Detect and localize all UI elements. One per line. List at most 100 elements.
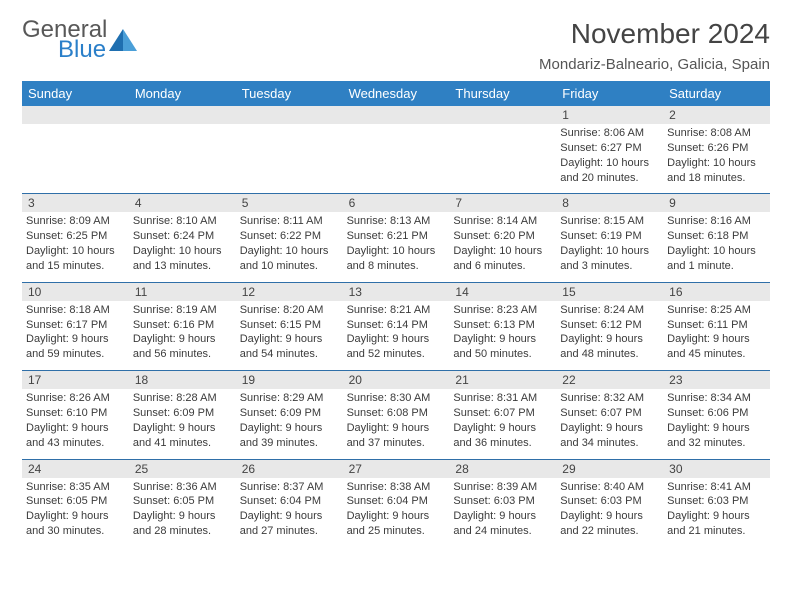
day-line: and 21 minutes.	[667, 524, 766, 539]
logo-triangle-icon	[109, 29, 137, 51]
day-number: 8	[556, 194, 663, 212]
day-number-row: 10111213141516	[22, 283, 770, 301]
day-line: Sunset: 6:25 PM	[26, 229, 125, 244]
day-cell: Sunrise: 8:06 AMSunset: 6:27 PMDaylight:…	[556, 124, 663, 193]
day-line: Sunset: 6:12 PM	[560, 318, 659, 333]
day-line: Sunset: 6:03 PM	[453, 494, 552, 509]
day-line: and 56 minutes.	[133, 347, 232, 362]
day-number: 3	[22, 194, 129, 212]
header: General Blue November 2024 Mondariz-Baln…	[22, 18, 770, 73]
day-line: Daylight: 9 hours	[667, 509, 766, 524]
day-number: 27	[343, 460, 450, 478]
day-number	[343, 106, 450, 124]
day-line: Sunset: 6:17 PM	[26, 318, 125, 333]
day-number-row: 12	[22, 106, 770, 124]
page-title: November 2024	[539, 18, 770, 50]
day-cell: Sunrise: 8:34 AMSunset: 6:06 PMDaylight:…	[663, 389, 770, 458]
day-cell: Sunrise: 8:15 AMSunset: 6:19 PMDaylight:…	[556, 212, 663, 281]
day-number	[236, 106, 343, 124]
day-line: Sunset: 6:24 PM	[133, 229, 232, 244]
day-number: 4	[129, 194, 236, 212]
day-number: 22	[556, 371, 663, 389]
day-line: Daylight: 10 hours	[347, 244, 446, 259]
day-line: Sunset: 6:09 PM	[240, 406, 339, 421]
day-line: Sunrise: 8:24 AM	[560, 303, 659, 318]
week-row: 10111213141516Sunrise: 8:18 AMSunset: 6:…	[22, 283, 770, 371]
weekday-fri: Friday	[556, 81, 663, 106]
day-line: Sunset: 6:07 PM	[560, 406, 659, 421]
day-line: Daylight: 9 hours	[560, 509, 659, 524]
day-line: Sunset: 6:03 PM	[667, 494, 766, 509]
location-subtitle: Mondariz-Balneario, Galicia, Spain	[539, 56, 770, 73]
calendar-body: 12Sunrise: 8:06 AMSunset: 6:27 PMDayligh…	[22, 106, 770, 547]
day-line: Sunrise: 8:23 AM	[453, 303, 552, 318]
week-row: 3456789Sunrise: 8:09 AMSunset: 6:25 PMDa…	[22, 194, 770, 282]
weekday-sat: Saturday	[663, 81, 770, 106]
day-cell	[343, 124, 450, 193]
weekday-thu: Thursday	[449, 81, 556, 106]
day-line: Sunrise: 8:26 AM	[26, 391, 125, 406]
day-line: Sunrise: 8:35 AM	[26, 480, 125, 495]
day-number: 5	[236, 194, 343, 212]
day-line: Sunrise: 8:39 AM	[453, 480, 552, 495]
day-cell: Sunrise: 8:35 AMSunset: 6:05 PMDaylight:…	[22, 478, 129, 547]
day-number: 12	[236, 283, 343, 301]
day-line: and 48 minutes.	[560, 347, 659, 362]
day-line: and 45 minutes.	[667, 347, 766, 362]
day-line: Sunset: 6:27 PM	[560, 141, 659, 156]
day-line: Daylight: 9 hours	[453, 421, 552, 436]
day-line: Daylight: 10 hours	[560, 156, 659, 171]
day-line: and 22 minutes.	[560, 524, 659, 539]
day-line: Sunset: 6:19 PM	[560, 229, 659, 244]
day-line: Sunrise: 8:25 AM	[667, 303, 766, 318]
week-row: 24252627282930Sunrise: 8:35 AMSunset: 6:…	[22, 460, 770, 547]
day-line: Daylight: 9 hours	[560, 421, 659, 436]
day-body-row: Sunrise: 8:09 AMSunset: 6:25 PMDaylight:…	[22, 212, 770, 281]
day-number: 25	[129, 460, 236, 478]
day-cell: Sunrise: 8:08 AMSunset: 6:26 PMDaylight:…	[663, 124, 770, 193]
week-row: 12Sunrise: 8:06 AMSunset: 6:27 PMDayligh…	[22, 106, 770, 194]
day-line: and 52 minutes.	[347, 347, 446, 362]
day-cell: Sunrise: 8:24 AMSunset: 6:12 PMDaylight:…	[556, 301, 663, 370]
day-cell	[236, 124, 343, 193]
day-line: Daylight: 10 hours	[667, 244, 766, 259]
day-cell: Sunrise: 8:26 AMSunset: 6:10 PMDaylight:…	[22, 389, 129, 458]
day-line: Sunrise: 8:29 AM	[240, 391, 339, 406]
day-line: Sunrise: 8:21 AM	[347, 303, 446, 318]
day-line: Sunrise: 8:34 AM	[667, 391, 766, 406]
day-line: and 54 minutes.	[240, 347, 339, 362]
day-line: Daylight: 9 hours	[26, 421, 125, 436]
day-cell: Sunrise: 8:30 AMSunset: 6:08 PMDaylight:…	[343, 389, 450, 458]
day-line: and 20 minutes.	[560, 171, 659, 186]
day-cell: Sunrise: 8:13 AMSunset: 6:21 PMDaylight:…	[343, 212, 450, 281]
day-line: Sunrise: 8:19 AM	[133, 303, 232, 318]
day-line: and 37 minutes.	[347, 436, 446, 451]
day-line: Daylight: 9 hours	[560, 332, 659, 347]
day-line: Sunset: 6:04 PM	[240, 494, 339, 509]
day-line: Sunset: 6:21 PM	[347, 229, 446, 244]
day-line: Sunrise: 8:37 AM	[240, 480, 339, 495]
day-line: Sunset: 6:16 PM	[133, 318, 232, 333]
day-line: Daylight: 9 hours	[240, 332, 339, 347]
day-line: Sunrise: 8:40 AM	[560, 480, 659, 495]
day-cell: Sunrise: 8:09 AMSunset: 6:25 PMDaylight:…	[22, 212, 129, 281]
day-number: 20	[343, 371, 450, 389]
day-line: Sunset: 6:09 PM	[133, 406, 232, 421]
day-number: 17	[22, 371, 129, 389]
day-cell: Sunrise: 8:14 AMSunset: 6:20 PMDaylight:…	[449, 212, 556, 281]
brand-logo: General Blue	[22, 18, 137, 62]
day-number: 10	[22, 283, 129, 301]
day-line: and 50 minutes.	[453, 347, 552, 362]
day-line: Sunrise: 8:31 AM	[453, 391, 552, 406]
calendar-page: General Blue November 2024 Mondariz-Baln…	[0, 0, 792, 559]
day-line: and 18 minutes.	[667, 171, 766, 186]
day-line: Sunrise: 8:06 AM	[560, 126, 659, 141]
day-line: Sunrise: 8:38 AM	[347, 480, 446, 495]
day-cell: Sunrise: 8:40 AMSunset: 6:03 PMDaylight:…	[556, 478, 663, 547]
day-line: Daylight: 10 hours	[667, 156, 766, 171]
day-body-row: Sunrise: 8:35 AMSunset: 6:05 PMDaylight:…	[22, 478, 770, 547]
day-line: Daylight: 9 hours	[133, 332, 232, 347]
day-line: Sunset: 6:14 PM	[347, 318, 446, 333]
day-cell	[129, 124, 236, 193]
day-cell: Sunrise: 8:36 AMSunset: 6:05 PMDaylight:…	[129, 478, 236, 547]
